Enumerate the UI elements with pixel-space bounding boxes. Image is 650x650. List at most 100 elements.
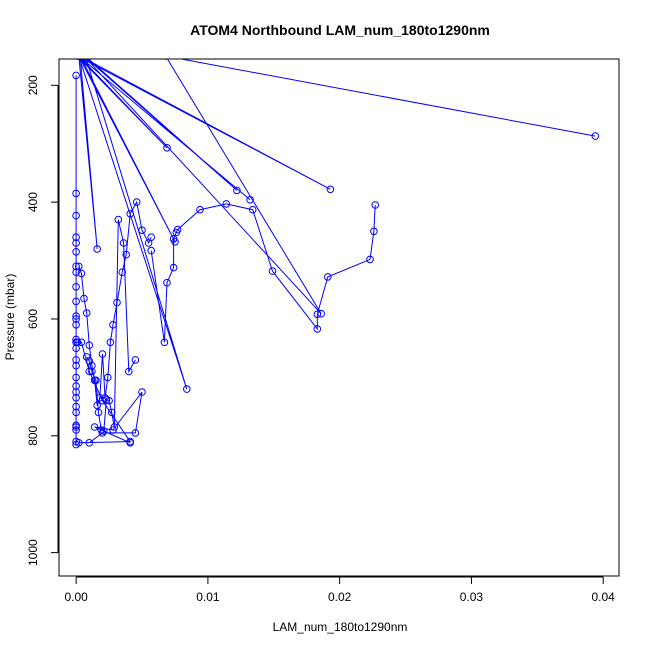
plot-frame xyxy=(58,58,620,577)
data-point xyxy=(72,394,80,402)
data-point xyxy=(72,248,80,256)
data-point xyxy=(77,59,83,60)
series-line xyxy=(86,219,136,432)
data-point xyxy=(138,226,146,234)
data-point xyxy=(72,373,80,382)
data-point xyxy=(313,310,322,319)
data-point xyxy=(72,189,80,198)
data-point xyxy=(131,429,140,437)
data-point xyxy=(72,262,80,271)
data-point xyxy=(85,367,94,376)
y-tick-label: 1000 xyxy=(26,539,40,566)
series-line xyxy=(77,341,143,444)
data-point xyxy=(324,273,332,281)
data-point xyxy=(88,367,96,376)
data-point xyxy=(72,71,80,80)
y-axis: 200 400 600 800 1000 xyxy=(26,75,59,566)
data-point xyxy=(72,321,80,329)
series-line xyxy=(78,59,596,390)
data-point xyxy=(85,439,94,447)
data-point xyxy=(104,373,112,382)
data-point xyxy=(77,59,83,60)
data-point xyxy=(246,196,254,204)
chart-title: ATOM4 Northbound LAM_num_180to1290nm xyxy=(190,22,490,38)
data-point xyxy=(131,356,140,364)
data-point xyxy=(98,396,107,405)
data-point xyxy=(72,356,80,364)
data-point xyxy=(72,388,80,396)
data-point xyxy=(268,267,277,275)
data-point xyxy=(72,426,80,434)
series-line xyxy=(150,203,376,343)
x-tick-label: 0.04 xyxy=(592,590,616,604)
data-point xyxy=(371,201,380,209)
data-point xyxy=(119,239,128,247)
data-point xyxy=(248,205,257,214)
data-point xyxy=(163,144,171,152)
x-tick-label: 0.00 xyxy=(64,590,88,604)
data-point xyxy=(74,59,80,60)
data-point xyxy=(94,408,103,417)
y-tick-label: 600 xyxy=(26,309,40,329)
data-point xyxy=(75,439,83,447)
data-point xyxy=(118,268,126,277)
data-point xyxy=(72,283,80,291)
x-tick-label: 0.02 xyxy=(328,590,352,604)
x-tick-label: 0.01 xyxy=(196,590,220,604)
data-point xyxy=(80,294,88,303)
data-point xyxy=(147,246,155,255)
data-point xyxy=(98,350,107,358)
data-point xyxy=(326,185,335,194)
data-point xyxy=(72,233,80,241)
data-point xyxy=(81,59,87,60)
data-point xyxy=(169,263,178,272)
data-point xyxy=(77,338,86,347)
x-axis-label: LAM_num_180to1290nm xyxy=(273,620,408,634)
data-layer xyxy=(72,59,600,449)
data-point xyxy=(370,227,378,236)
data-point xyxy=(76,59,82,60)
data-point xyxy=(82,309,91,317)
y-tick-label: 200 xyxy=(26,75,40,95)
data-point xyxy=(72,382,80,390)
data-point xyxy=(233,186,241,195)
data-point xyxy=(114,215,123,224)
data-point xyxy=(107,408,116,417)
data-point xyxy=(109,426,117,434)
data-point xyxy=(72,402,80,411)
data-point xyxy=(76,59,82,60)
data-point xyxy=(138,388,146,396)
data-point xyxy=(163,278,171,287)
data-point xyxy=(183,385,191,393)
x-axis: 0.00 0.01 0.02 0.03 0.04 xyxy=(64,576,616,604)
y-axis-label: Pressure (mbar) xyxy=(3,274,17,361)
data-point xyxy=(72,297,80,306)
data-point xyxy=(76,59,82,60)
data-point xyxy=(72,211,80,220)
data-point xyxy=(73,338,82,347)
data-point xyxy=(147,233,155,241)
x-tick-label: 0.03 xyxy=(460,590,484,604)
data-point xyxy=(196,205,204,214)
data-point xyxy=(160,338,169,347)
data-point xyxy=(172,228,181,237)
data-point xyxy=(106,338,115,347)
data-point xyxy=(591,132,600,140)
data-point xyxy=(72,361,80,370)
data-point xyxy=(75,262,83,271)
data-point xyxy=(122,250,130,259)
data-point xyxy=(93,245,101,253)
data-point xyxy=(98,429,107,437)
data-point xyxy=(90,423,99,431)
data-point xyxy=(132,198,141,206)
data-point xyxy=(126,439,134,447)
data-point xyxy=(366,255,374,264)
data-point xyxy=(72,239,80,247)
data-point xyxy=(77,269,86,278)
y-tick-label: 800 xyxy=(26,425,40,445)
series-line xyxy=(78,200,152,406)
y-tick-label: 400 xyxy=(26,192,40,212)
data-point xyxy=(169,235,178,243)
data-point xyxy=(82,59,88,60)
